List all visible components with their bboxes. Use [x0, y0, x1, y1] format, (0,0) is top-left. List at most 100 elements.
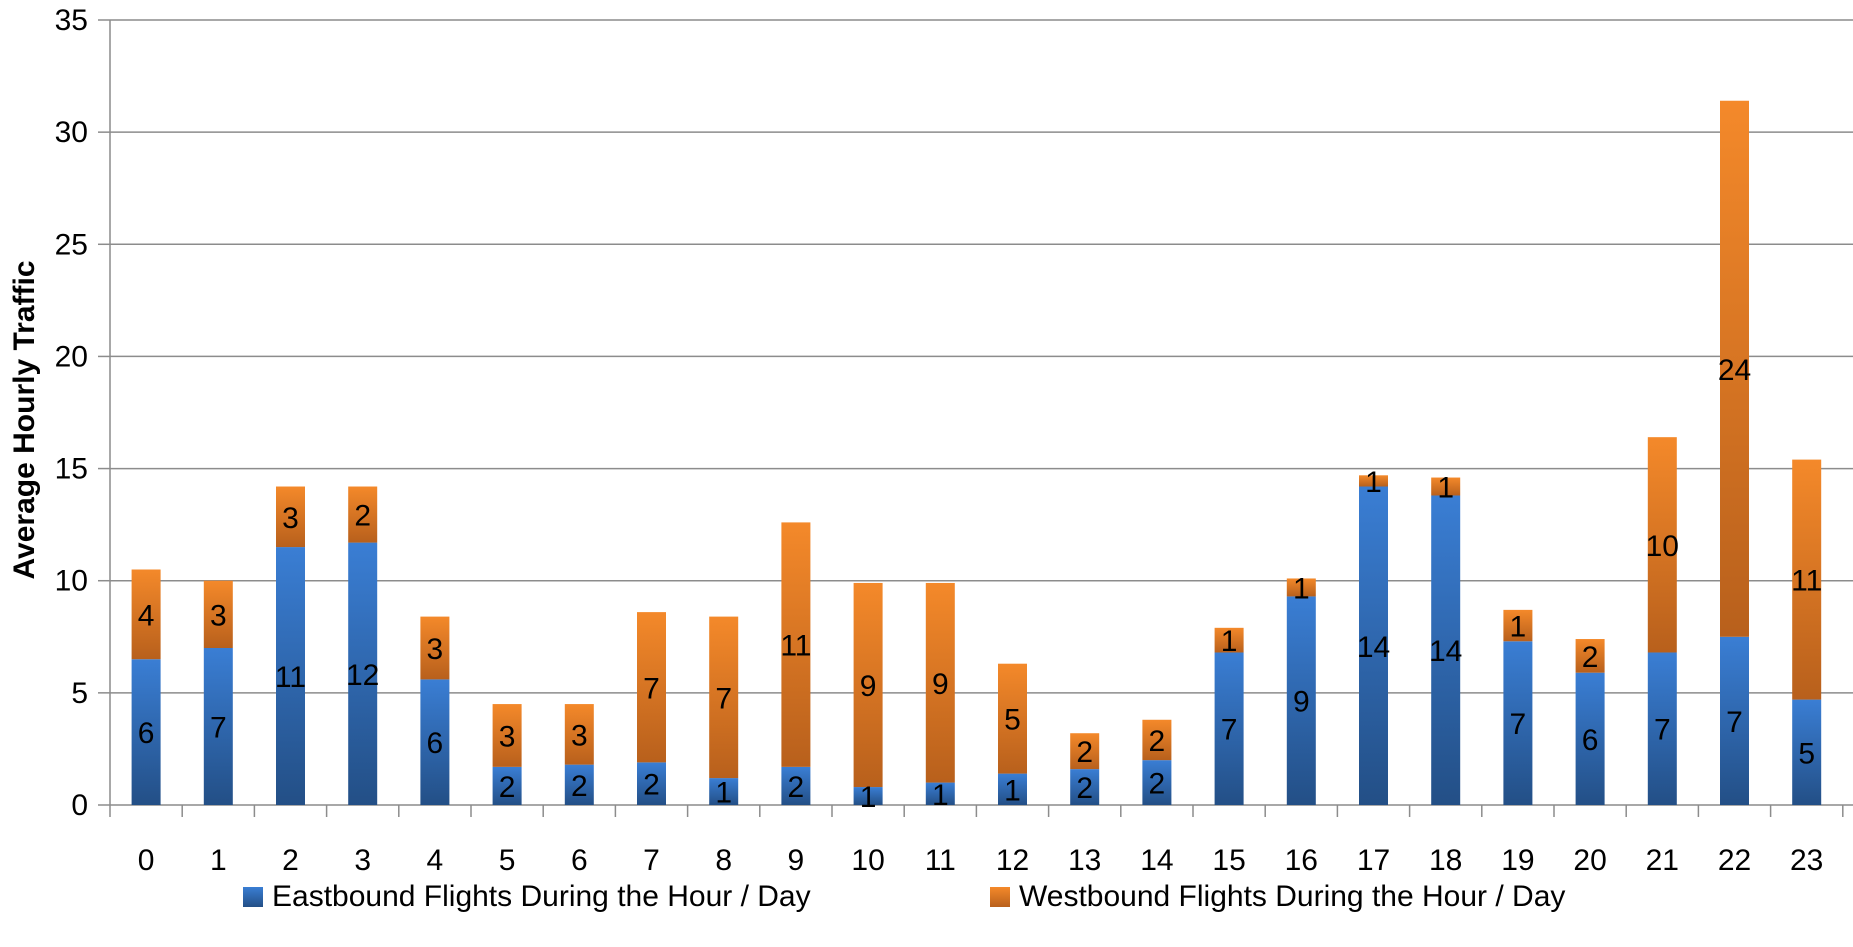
x-tick-label: 16	[1285, 844, 1318, 877]
westbound-data-label-1: 3	[210, 599, 227, 632]
x-tick-label: 19	[1501, 844, 1534, 877]
westbound-data-label-16: 1	[1293, 572, 1310, 605]
eastbound-bar-7	[637, 762, 666, 805]
eastbound-bar-2	[276, 547, 305, 805]
x-tick-label: 2	[282, 844, 299, 877]
eastbound-bar-6	[564, 764, 594, 805]
eastbound-data-label-19: 7	[1510, 708, 1527, 741]
westbound-data-label-12: 5	[1004, 704, 1021, 737]
westbound-bar-4	[420, 616, 450, 680]
y-tick-label: 10	[55, 565, 88, 598]
x-tick-label: 23	[1790, 844, 1823, 877]
eastbound-bar-3	[348, 542, 378, 805]
westbound-data-label-10: 9	[860, 670, 877, 703]
westbound-data-label-3: 2	[354, 500, 371, 533]
eastbound-data-label-5: 2	[499, 771, 516, 804]
eastbound-data-label-9: 2	[788, 771, 805, 804]
legend-label-eastbound: Eastbound Flights During the Hour / Day	[272, 880, 811, 913]
westbound-bar-6	[564, 704, 594, 765]
westbound-data-label-11: 9	[932, 668, 949, 701]
westbound-data-label-9: 11	[780, 630, 811, 663]
eastbound-data-label-23: 5	[1798, 737, 1815, 770]
eastbound-bar-20	[1575, 672, 1605, 805]
eastbound-data-label-4: 6	[427, 727, 444, 760]
westbound-data-label-8: 7	[715, 682, 732, 715]
x-tick-label: 22	[1718, 844, 1751, 877]
x-tick-label: 11	[925, 844, 956, 877]
eastbound-bar-17	[1359, 486, 1388, 805]
westbound-bar-12	[998, 663, 1027, 774]
westbound-bar-0	[131, 569, 161, 660]
eastbound-data-label-17: 14	[1357, 631, 1390, 664]
eastbound-data-label-12: 1	[1004, 774, 1021, 807]
eastbound-data-label-3: 12	[346, 659, 379, 692]
westbound-bar-14	[1142, 719, 1172, 761]
eastbound-bar-23	[1792, 699, 1822, 805]
y-tick-label: 0	[71, 789, 88, 822]
eastbound-data-label-16: 9	[1293, 686, 1310, 719]
westbound-data-label-4: 3	[427, 633, 444, 666]
legend-label-westbound: Westbound Flights During the Hour / Day	[1019, 880, 1565, 913]
eastbound-data-label-10: 1	[860, 781, 877, 814]
westbound-data-label-23: 11	[1791, 565, 1822, 598]
westbound-bar-20	[1575, 639, 1605, 673]
y-tick-label: 15	[55, 453, 88, 486]
westbound-data-label-20: 2	[1582, 641, 1599, 674]
legend-swatch-eastbound	[243, 887, 263, 907]
x-tick-label: 20	[1573, 844, 1606, 877]
y-tick-label: 30	[55, 116, 88, 149]
x-tick-label: 14	[1140, 844, 1173, 877]
bars	[131, 100, 1822, 805]
eastbound-data-label-22: 7	[1726, 706, 1743, 739]
westbound-data-label-5: 3	[499, 720, 516, 753]
westbound-bar-9	[781, 522, 811, 767]
x-tick-label: 0	[138, 844, 155, 877]
x-tick-label: 17	[1357, 844, 1390, 877]
westbound-bar-16	[1286, 578, 1316, 597]
eastbound-bar-14	[1142, 760, 1172, 805]
legend-swatch-westbound	[990, 887, 1010, 907]
westbound-bar-22	[1720, 100, 1749, 637]
westbound-bar-2	[276, 486, 305, 548]
x-tick-label: 9	[788, 844, 805, 877]
eastbound-bar-19	[1503, 641, 1533, 805]
eastbound-data-label-13: 2	[1076, 772, 1093, 805]
x-tick-label: 4	[427, 844, 444, 877]
westbound-bar-23	[1792, 459, 1822, 700]
eastbound-bar-21	[1647, 652, 1677, 805]
westbound-data-label-2: 3	[282, 502, 299, 535]
eastbound-data-label-15: 7	[1221, 714, 1238, 747]
westbound-data-label-6: 3	[571, 719, 588, 752]
westbound-data-label-14: 2	[1149, 725, 1166, 758]
eastbound-data-label-1: 7	[210, 712, 227, 745]
x-tick-label: 21	[1646, 844, 1679, 877]
x-tick-label: 5	[499, 844, 516, 877]
eastbound-data-label-8: 1	[715, 777, 732, 810]
eastbound-data-label-18: 14	[1429, 635, 1462, 668]
westbound-bar-15	[1214, 627, 1244, 653]
westbound-bar-21	[1647, 437, 1677, 653]
westbound-data-label-0: 4	[138, 599, 155, 632]
x-tick-label: 6	[571, 844, 588, 877]
westbound-bar-3	[348, 486, 378, 543]
eastbound-bar-18	[1431, 495, 1461, 805]
eastbound-data-label-11: 1	[932, 779, 949, 812]
x-tick-label: 3	[354, 844, 371, 877]
eastbound-data-label-2: 11	[275, 661, 306, 694]
eastbound-bar-9	[781, 766, 811, 805]
gridlines	[110, 19, 1853, 694]
eastbound-bar-13	[1070, 769, 1100, 805]
westbound-data-label-21: 10	[1646, 530, 1679, 563]
x-tick-label: 12	[996, 844, 1029, 877]
eastbound-bar-11	[925, 782, 955, 805]
y-tick-label: 20	[55, 340, 88, 373]
eastbound-bar-12	[998, 773, 1027, 805]
westbound-bar-8	[709, 616, 739, 779]
westbound-bar-17	[1359, 475, 1388, 487]
x-tick-label: 13	[1068, 844, 1101, 877]
x-tick-label: 15	[1212, 844, 1245, 877]
legend: Eastbound Flights During the Hour / Day W…	[243, 880, 1565, 913]
eastbound-bar-1	[203, 648, 233, 805]
